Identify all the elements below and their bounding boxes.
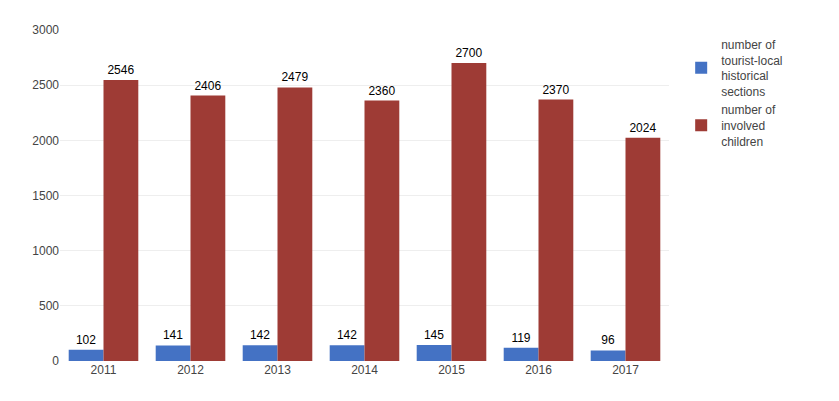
svg-text:2546: 2546	[107, 63, 134, 77]
svg-text:142: 142	[337, 328, 357, 342]
svg-text:96: 96	[601, 333, 615, 347]
svg-text:2479: 2479	[281, 70, 308, 84]
svg-text:2012: 2012	[177, 363, 204, 377]
svg-text:2011: 2011	[91, 363, 117, 377]
svg-text:1000: 1000	[32, 244, 59, 258]
svg-text:0: 0	[52, 354, 59, 368]
svg-text:2370: 2370	[542, 83, 569, 97]
svg-text:number ofinvolvedchildren: number ofinvolvedchildren	[721, 103, 776, 148]
svg-text:2014: 2014	[351, 363, 378, 377]
svg-text:119: 119	[511, 331, 530, 345]
svg-text:2000: 2000	[32, 134, 59, 148]
svg-text:number oftourist-localhistoric: number oftourist-localhistoricalsections	[721, 38, 782, 99]
svg-text:145: 145	[424, 328, 444, 342]
svg-text:3000: 3000	[32, 23, 59, 37]
svg-text:141: 141	[163, 328, 183, 342]
svg-text:2017: 2017	[612, 363, 639, 377]
svg-text:2024: 2024	[629, 121, 656, 135]
svg-text:2013: 2013	[264, 363, 291, 377]
svg-text:142: 142	[250, 328, 270, 342]
svg-text:2406: 2406	[194, 79, 221, 93]
svg-text:2700: 2700	[455, 46, 482, 60]
svg-text:1500: 1500	[32, 189, 59, 203]
svg-text:102: 102	[76, 333, 96, 347]
svg-text:2015: 2015	[438, 363, 465, 377]
svg-text:2500: 2500	[32, 78, 59, 92]
svg-text:500: 500	[39, 299, 59, 313]
svg-text:2360: 2360	[368, 84, 395, 98]
svg-text:2016: 2016	[525, 363, 552, 377]
